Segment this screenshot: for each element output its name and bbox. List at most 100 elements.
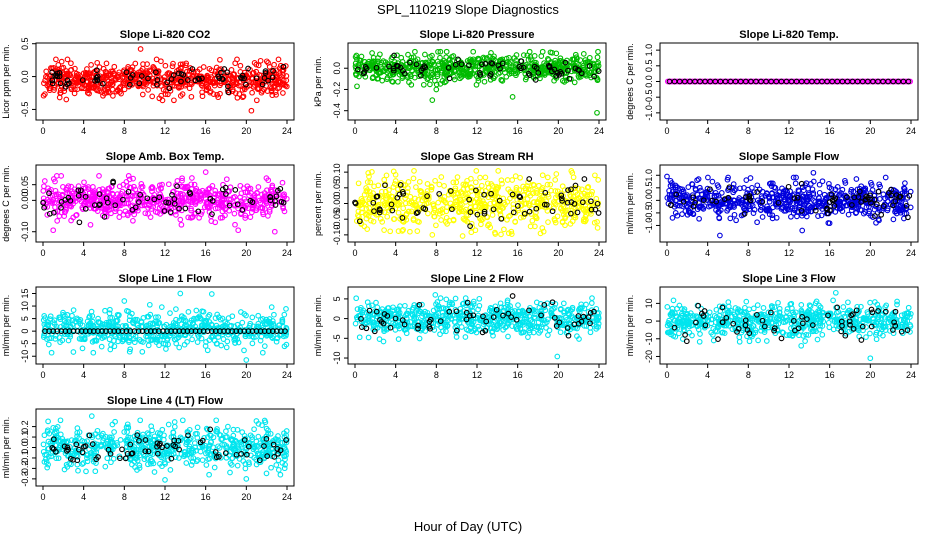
sample-point	[369, 50, 375, 56]
y-tick-label: 0.5	[644, 60, 654, 73]
x-tick-label: 12	[160, 370, 170, 380]
hourly-point	[253, 75, 260, 82]
sample-point	[58, 84, 65, 90]
sample-point	[240, 93, 247, 100]
x-tick-label: 8	[122, 126, 127, 136]
x-tick-label: 0	[352, 126, 357, 136]
x-tick-label: 20	[241, 126, 251, 136]
sample-point	[203, 87, 210, 94]
sample-point	[280, 67, 287, 74]
sample-point	[220, 69, 227, 76]
panel-title: Slope Li-820 CO2	[120, 29, 210, 41]
hourly-point	[245, 65, 251, 72]
x-tick-label: 12	[784, 126, 794, 136]
sample-point	[103, 70, 110, 77]
sample-point	[53, 56, 59, 63]
sample-point	[277, 62, 284, 69]
sample-point	[111, 63, 118, 70]
x-tick-label: 20	[553, 248, 563, 258]
figure-xlabel: Hour of Day (UTC)	[414, 519, 522, 534]
x-tick-label: 16	[825, 126, 835, 136]
sample-point	[265, 59, 271, 66]
x-tick-label: 0	[40, 126, 45, 136]
sample-point	[113, 88, 120, 95]
sample-point	[377, 51, 383, 58]
sample-point	[71, 86, 78, 92]
panel-ylabel: degrees C per min.	[1, 165, 11, 242]
hourly-point	[152, 69, 159, 76]
y-tick-label: -0.5	[644, 89, 654, 105]
sample-point	[63, 96, 70, 103]
sample-point	[239, 94, 246, 101]
sample-point	[165, 91, 171, 98]
sample-point	[374, 75, 381, 82]
sample-point	[499, 78, 506, 84]
hourly-point	[239, 75, 245, 82]
hourly-point	[261, 75, 268, 81]
sample-point	[188, 93, 195, 100]
sample-point	[191, 68, 197, 75]
hourly-point	[56, 73, 63, 80]
sample-point	[61, 85, 68, 92]
hourly-point	[171, 72, 177, 78]
sample-point	[109, 81, 116, 88]
sample-point	[571, 79, 578, 86]
x-tick-label: 8	[122, 248, 127, 258]
sample-point	[128, 67, 134, 74]
x-tick-label: 16	[825, 248, 835, 258]
sample-point	[211, 82, 218, 89]
hourly-point	[262, 68, 269, 74]
sample-point	[203, 83, 210, 90]
sample-point	[528, 56, 534, 63]
sample-point	[116, 89, 123, 95]
sample-point	[76, 78, 83, 84]
sample-point	[233, 80, 240, 86]
y-tick-label: 0.0	[644, 194, 654, 207]
x-tick-label: 24	[594, 248, 604, 258]
sample-point	[96, 73, 103, 79]
sample-point	[110, 93, 116, 99]
x-tick-label: 4	[393, 248, 398, 258]
hourly-point	[225, 89, 232, 96]
x-tick-label: 8	[746, 126, 751, 136]
hourly-point	[93, 74, 100, 81]
sample-point	[237, 62, 244, 69]
y-tick-label: 0.0	[20, 70, 30, 83]
sample-point	[72, 65, 78, 72]
sample-point	[83, 71, 89, 78]
y-tick-label: 0.5	[20, 37, 30, 50]
sample-point	[199, 93, 206, 100]
y-tick-label: 0.10	[332, 163, 342, 181]
x-tick-label: 24	[906, 126, 916, 136]
sample-point	[83, 78, 90, 85]
outlier-point	[280, 90, 286, 96]
hourly-point	[199, 75, 205, 82]
x-tick-label: 16	[201, 126, 211, 136]
sample-point	[40, 92, 47, 99]
x-tick-label: 24	[594, 126, 604, 136]
sample-point	[551, 77, 557, 84]
sample-point	[271, 61, 277, 68]
sample-point	[110, 70, 117, 77]
sample-point	[384, 76, 390, 83]
hourly-point	[100, 80, 106, 87]
sample-point	[504, 58, 511, 65]
x-tick-label: 0	[664, 248, 669, 258]
sample-point	[121, 80, 127, 86]
sample-point	[129, 64, 136, 70]
hourly-point	[241, 75, 247, 82]
sample-point	[443, 48, 450, 55]
sample-point	[136, 73, 143, 79]
panel-ylabel: ml/min per min.	[1, 295, 11, 357]
sample-point	[524, 52, 531, 59]
sample-point	[212, 79, 218, 86]
sample-point	[199, 89, 205, 96]
sample-point	[217, 56, 223, 63]
y-tick-label: -0.5	[20, 102, 30, 118]
sample-point	[68, 60, 74, 67]
sample-point	[46, 87, 53, 94]
hourly-point	[123, 69, 130, 76]
sample-point	[246, 82, 253, 89]
sample-point	[258, 78, 265, 84]
